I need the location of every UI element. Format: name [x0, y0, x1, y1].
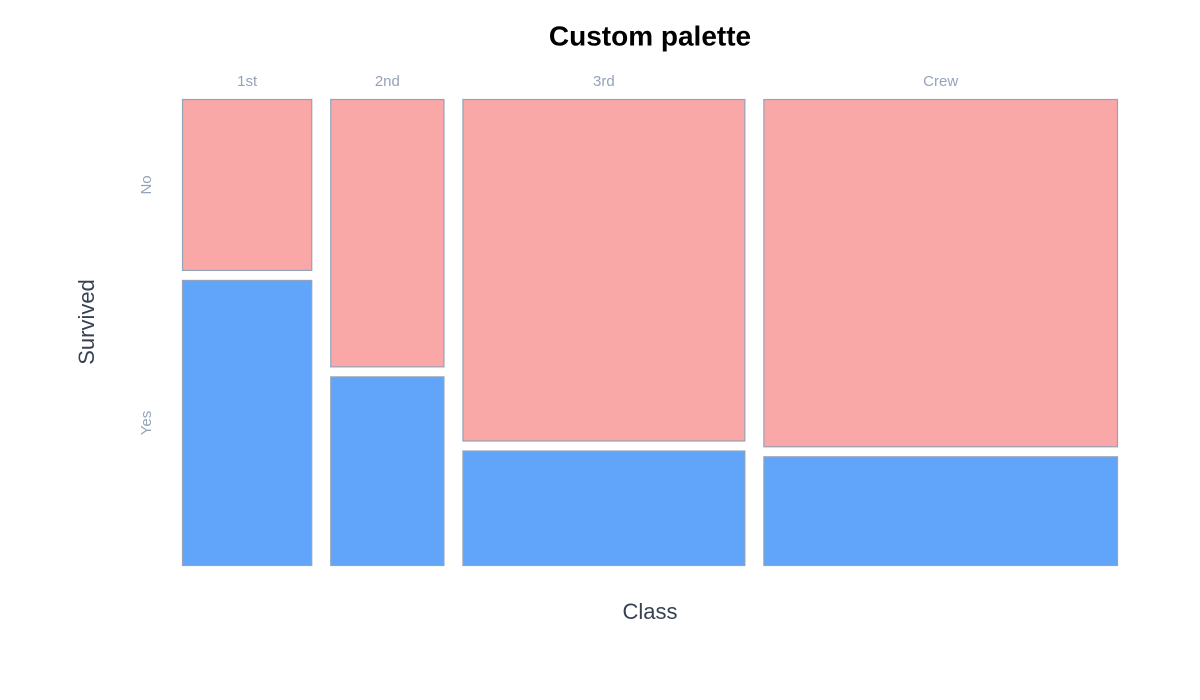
mosaic-tile [181, 279, 313, 567]
mosaic-tile [763, 456, 1119, 567]
mosaic-tile [330, 98, 445, 368]
row-label: Yes [138, 411, 155, 435]
mosaic-tile [181, 98, 313, 272]
mosaic-tile [763, 98, 1119, 448]
column-label: 2nd [375, 73, 400, 90]
x-axis-label: Class [622, 599, 677, 624]
column-label: 1st [237, 73, 258, 90]
column-label: Crew [923, 73, 958, 90]
row-label: No [138, 175, 155, 194]
column-label: 3rd [593, 73, 615, 90]
mosaic-tile [462, 98, 746, 442]
mosaic-tile [462, 450, 746, 567]
chart-title: Custom palette [549, 20, 751, 51]
y-axis-label: Survived [74, 279, 99, 365]
mosaic-tile [330, 376, 445, 567]
